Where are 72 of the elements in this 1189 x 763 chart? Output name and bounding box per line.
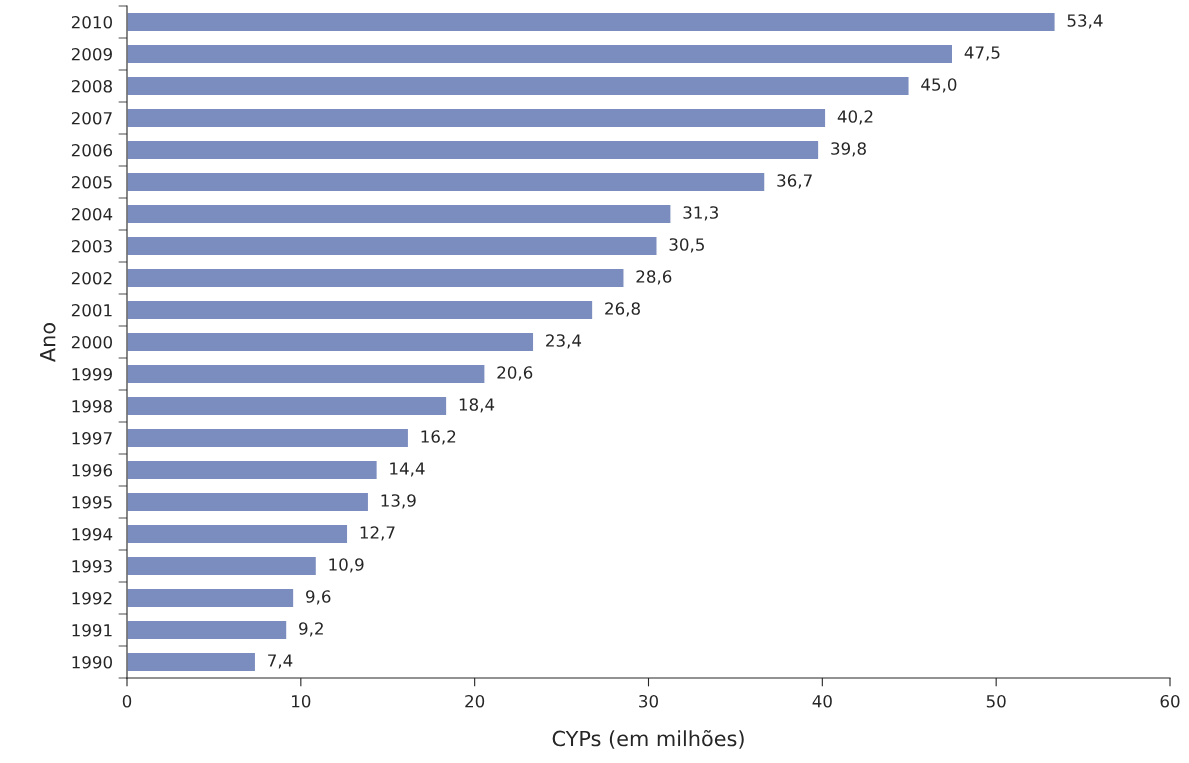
data-label: 10,9 (329, 558, 364, 573)
bar (127, 203, 672, 225)
y-tick-label: 1997 (72, 431, 112, 445)
data-label: 20,6 (497, 366, 533, 381)
y-tick-label: 2000 (71, 335, 112, 349)
x-tick-label: 40 (812, 694, 832, 708)
bar (127, 395, 448, 417)
data-label: 40,2 (837, 110, 873, 125)
data-label: 45,0 (921, 78, 957, 93)
bar (127, 331, 535, 353)
bar (127, 587, 295, 609)
y-tick-label: 1998 (72, 399, 112, 413)
data-label: 30,5 (669, 238, 704, 253)
x-tick-label: 50 (986, 694, 1006, 708)
bar (127, 11, 1056, 33)
y-tick-label: 1993 (72, 559, 112, 573)
bar (127, 139, 820, 161)
bar (127, 267, 625, 289)
data-label: 14,4 (390, 462, 425, 477)
bar (127, 43, 954, 65)
data-label: 31,3 (683, 206, 718, 221)
data-label: 16,2 (421, 430, 456, 445)
y-tick-label: 1999 (72, 367, 112, 381)
y-tick-label: 2006 (71, 143, 113, 157)
bar (127, 619, 288, 641)
bar (127, 651, 257, 673)
y-tick-label: 1992 (72, 591, 112, 605)
bar (127, 523, 349, 545)
y-tick-label: 2009 (71, 47, 112, 61)
bar (127, 459, 379, 481)
data-label: 47,5 (964, 46, 1000, 61)
bar (127, 555, 318, 577)
bar (127, 299, 594, 321)
bar (127, 491, 370, 513)
bar (127, 171, 766, 193)
data-label: 12,7 (360, 526, 395, 541)
x-tick-label: 10 (292, 694, 311, 708)
x-tick-label: 0 (122, 694, 132, 708)
data-label: 28,6 (636, 270, 672, 285)
x-tick-label: 20 (465, 694, 485, 708)
y-tick-label: 1994 (72, 527, 113, 541)
y-tick-label: 2008 (71, 79, 112, 93)
data-label: 18,4 (459, 398, 495, 413)
y-tick-label: 1995 (72, 495, 112, 509)
data-label: 39,8 (831, 142, 866, 157)
y-tick-label: 1990 (72, 655, 112, 669)
y-tick-label: 2002 (71, 271, 112, 285)
y-tick-label: 2007 (71, 111, 112, 125)
x-tick-label: 30 (639, 694, 658, 708)
y-axis-title: Ano (40, 323, 56, 362)
y-tick-label: 2010 (71, 15, 112, 29)
y-tick-label: 2005 (71, 175, 112, 189)
data-label: 53,4 (1067, 14, 1103, 29)
bar (127, 107, 827, 129)
bar (127, 75, 910, 97)
data-label: 9,6 (306, 590, 331, 605)
data-label: 36,7 (777, 174, 812, 189)
bar (127, 235, 658, 257)
data-label: 9,2 (299, 622, 323, 637)
data-label: 23,4 (546, 334, 582, 349)
x-axis-title: CYPs (em milhões) (552, 729, 744, 749)
data-label: 7,4 (268, 654, 293, 669)
y-tick-label: 2001 (71, 303, 112, 317)
y-tick-label: 1991 (72, 623, 112, 637)
bar (127, 427, 410, 449)
data-label: 13,9 (381, 494, 416, 509)
data-label: 26,8 (605, 302, 640, 317)
bar (127, 363, 486, 385)
y-tick-label: 2003 (71, 239, 112, 253)
x-tick-label: 60 (1160, 694, 1180, 708)
y-tick-label: 2004 (71, 207, 113, 221)
y-tick-label: 1996 (72, 463, 113, 477)
